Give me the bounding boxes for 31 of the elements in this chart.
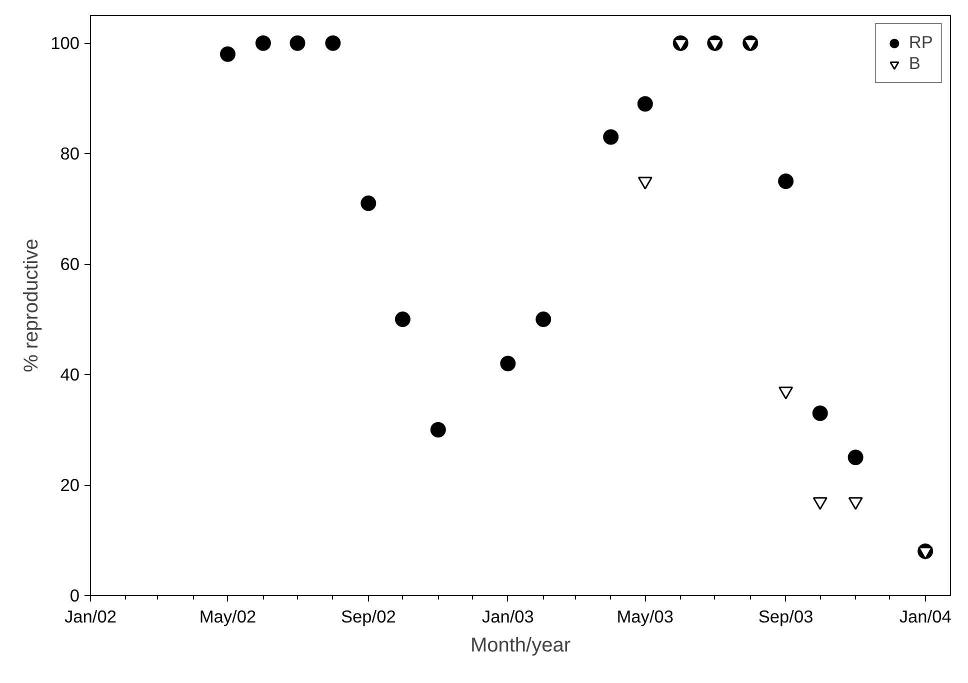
point <box>536 312 552 328</box>
x-axis-title: Month/year <box>470 634 571 656</box>
x-tick-label: Jan/04 <box>899 606 952 626</box>
point <box>848 450 864 466</box>
y-tick-label: 60 <box>60 254 80 274</box>
y-tick-label: 100 <box>50 33 80 54</box>
point <box>812 405 828 421</box>
point <box>430 422 446 438</box>
point <box>637 96 653 112</box>
point <box>394 312 410 328</box>
legend-label: RP <box>908 32 933 53</box>
point <box>778 173 794 189</box>
x-tick-label: Jan/03 <box>482 606 534 626</box>
point <box>360 196 376 212</box>
y-tick-label: 40 <box>60 364 80 385</box>
x-tick-label: Sep/03 <box>758 606 814 626</box>
point <box>500 356 516 372</box>
point <box>255 35 271 51</box>
y-tick-label: 0 <box>70 586 80 606</box>
point <box>325 35 341 51</box>
x-tick-label: May/02 <box>199 606 256 626</box>
legend-label: B <box>908 53 922 74</box>
y-tick-label: 80 <box>60 144 80 164</box>
point <box>220 46 236 62</box>
y-axis-title: % reproductive <box>20 238 43 372</box>
x-tick-label: May/03 <box>616 606 674 626</box>
point <box>290 35 306 51</box>
point <box>603 129 619 145</box>
x-tick-label: Jan/02 <box>64 606 117 626</box>
y-tick-label: 20 <box>60 475 80 496</box>
x-tick-label: Sep/02 <box>340 606 396 626</box>
